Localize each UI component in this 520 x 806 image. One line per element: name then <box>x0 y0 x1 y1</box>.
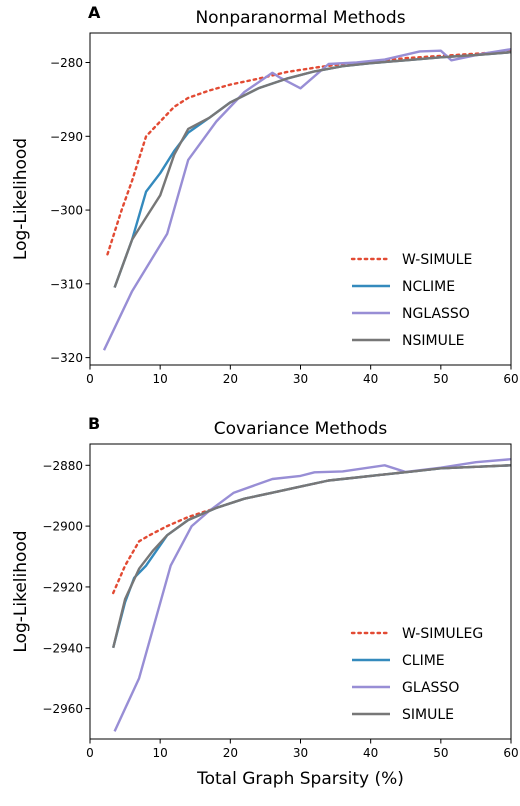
chart-title: Nonparanormal Methods <box>195 8 405 28</box>
series-line-nsimule <box>113 51 511 288</box>
x-tick-label: 60 <box>503 372 518 386</box>
x-tick-label: 20 <box>223 372 238 386</box>
legend-label: W-SIMULEG <box>402 626 483 642</box>
y-tick-label: −280 <box>50 56 83 70</box>
y-tick-label: −310 <box>50 277 83 291</box>
x-tick-label: 30 <box>293 746 308 760</box>
chart-panel-a: A Nonparanormal Methods 0 10 20 30 40 50 60 −320 −… <box>11 3 519 386</box>
series-line-clime <box>112 464 511 649</box>
x-tick-label: 40 <box>363 372 378 386</box>
panel-letter: B <box>88 414 100 433</box>
x-tick-label: 30 <box>293 372 308 386</box>
legend: W-SIMULE NCLIME NGLASSO NSIMULE <box>350 252 472 349</box>
y-tick-label: −2880 <box>42 459 83 473</box>
x-tick-label: 10 <box>153 746 168 760</box>
legend-label: SIMULE <box>402 707 454 723</box>
legend-label: NGLASSO <box>402 306 470 322</box>
series-line-simule <box>112 464 511 649</box>
x-tick-label: 50 <box>433 746 448 760</box>
legend-label: NSIMULE <box>402 333 464 349</box>
y-tick-label: −300 <box>50 204 83 218</box>
y-tick-label: −290 <box>50 130 83 144</box>
x-tick-label: 20 <box>223 746 238 760</box>
series-line-w-simule <box>106 50 511 256</box>
x-tick-label: 10 <box>153 372 168 386</box>
x-tick-label: 0 <box>86 372 94 386</box>
y-tick-label: −2900 <box>42 520 83 534</box>
legend-label: W-SIMULE <box>402 252 472 268</box>
legend-label: NCLIME <box>402 279 455 295</box>
y-axis-label: Log-Likelihood <box>11 530 31 652</box>
y-tick-label: −2920 <box>42 580 83 594</box>
x-tick-label: 50 <box>433 372 448 386</box>
y-tick-label: −320 <box>50 351 83 365</box>
series-line-nglasso <box>102 48 511 351</box>
legend: W-SIMULEG CLIME GLASSO SIMULE <box>350 626 483 723</box>
chart-panel-b: B Covariance Methods 0 10 20 30 40 50 60 −2960 −29… <box>11 414 519 789</box>
legend-label: CLIME <box>402 653 445 669</box>
x-tick-label: 40 <box>363 746 378 760</box>
x-tick-label: 0 <box>86 746 94 760</box>
x-axis-label: Total Graph Sparsity (%) <box>196 769 404 789</box>
x-tick-label: 60 <box>503 746 518 760</box>
y-axis-label: Log-Likelihood <box>11 138 31 260</box>
legend-label: GLASSO <box>402 680 459 696</box>
panel-letter: A <box>88 3 101 22</box>
y-tick-label: −2960 <box>42 702 83 716</box>
chart-title: Covariance Methods <box>214 419 388 439</box>
y-tick-label: −2940 <box>42 641 83 655</box>
